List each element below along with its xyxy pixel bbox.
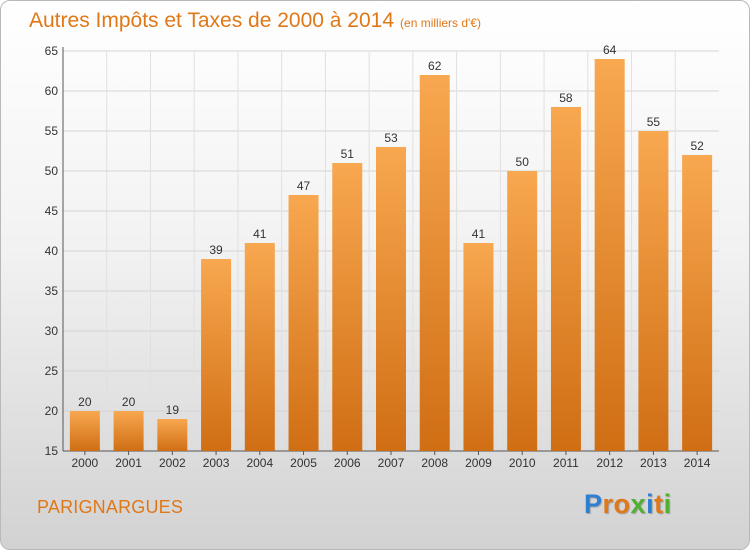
y-tick-label: 50 [45, 164, 59, 178]
x-tick-label-2002: 2002 [159, 456, 186, 470]
y-tick-label: 30 [45, 324, 59, 338]
place-name: PARIGNARGUES [37, 497, 184, 517]
labels: 15 20 25 30 35 40 45 50 55 60 65 20 2000 20 2001 19 2002… [45, 43, 711, 470]
bar-2012 [594, 59, 625, 451]
data-label-2002: 19 [166, 403, 180, 417]
x-tick-label-2006: 2006 [334, 456, 361, 470]
x-tick-label-2008: 2008 [421, 456, 448, 470]
x-tick-label-2010: 2010 [509, 456, 536, 470]
y-tick-label: 25 [45, 364, 59, 378]
bar-2001 [113, 411, 144, 451]
data-label-2011: 58 [559, 91, 573, 105]
bar-2004 [244, 243, 275, 451]
data-label-2003: 39 [209, 243, 223, 257]
data-label-2010: 50 [516, 155, 530, 169]
proxiti-logo: Proxiti [584, 489, 672, 520]
bar-2005 [288, 195, 319, 451]
logo-letter: i [663, 489, 672, 519]
data-label-2008: 62 [428, 59, 442, 73]
bar-2011 [550, 107, 581, 451]
logo-letter: P [584, 489, 603, 519]
bar-2003 [201, 259, 232, 451]
bar-2002 [157, 419, 188, 451]
y-tick-label: 65 [45, 44, 59, 58]
logo-letter: x [630, 489, 647, 519]
data-label-2005: 47 [297, 179, 311, 193]
data-label-2014: 52 [690, 139, 704, 153]
x-tick-label-2012: 2012 [596, 456, 623, 470]
bar-2000 [69, 411, 100, 451]
x-tick-label-2007: 2007 [378, 456, 405, 470]
bar-2008 [419, 75, 450, 451]
data-label-2007: 53 [384, 131, 398, 145]
x-tick-label-2013: 2013 [640, 456, 667, 470]
chart-unit: (en milliers d'€) [400, 16, 482, 30]
bar-2013 [638, 131, 669, 451]
x-tick-label-2009: 2009 [465, 456, 492, 470]
x-tick-label-2001: 2001 [115, 456, 142, 470]
bar-2007 [376, 147, 406, 451]
y-tick-label: 45 [45, 204, 59, 218]
data-label-2009: 41 [472, 227, 486, 241]
y-tick-label: 20 [45, 404, 59, 418]
data-label-2006: 51 [341, 147, 355, 161]
y-tick-label: 40 [45, 244, 59, 258]
y-tick-label: 55 [45, 124, 59, 138]
x-tick-label-2011: 2011 [553, 456, 579, 470]
x-tick-label-2003: 2003 [203, 456, 230, 470]
data-label-2013: 55 [647, 115, 661, 129]
x-tick-label-2000: 2000 [72, 456, 99, 470]
data-label-2000: 20 [78, 395, 92, 409]
x-tick-label-2005: 2005 [290, 456, 317, 470]
x-tick-label-2014: 2014 [684, 456, 711, 470]
y-tick-label: 35 [45, 284, 59, 298]
data-label-2012: 64 [603, 43, 617, 57]
data-label-2004: 41 [253, 227, 267, 241]
logo-letter: i [646, 489, 655, 519]
bar-2014 [682, 155, 713, 451]
logo-letter: t [654, 489, 664, 519]
chart-title-text: Autres Impôts et Taxes de 2000 à 2014 [29, 9, 395, 32]
logo-letter: r [602, 489, 614, 519]
chart-title: Autres Impôts et Taxes de 2000 à 2014 (en… [29, 9, 481, 33]
bars [69, 59, 713, 451]
bar-2010 [507, 171, 538, 451]
bar-2006 [332, 163, 363, 451]
data-label-2001: 20 [122, 395, 136, 409]
logo-letter: o [613, 489, 631, 519]
bar-2009 [463, 243, 494, 451]
y-tick-label: 60 [45, 84, 59, 98]
x-tick-label-2004: 2004 [246, 456, 273, 470]
y-tick-label: 15 [45, 444, 59, 458]
